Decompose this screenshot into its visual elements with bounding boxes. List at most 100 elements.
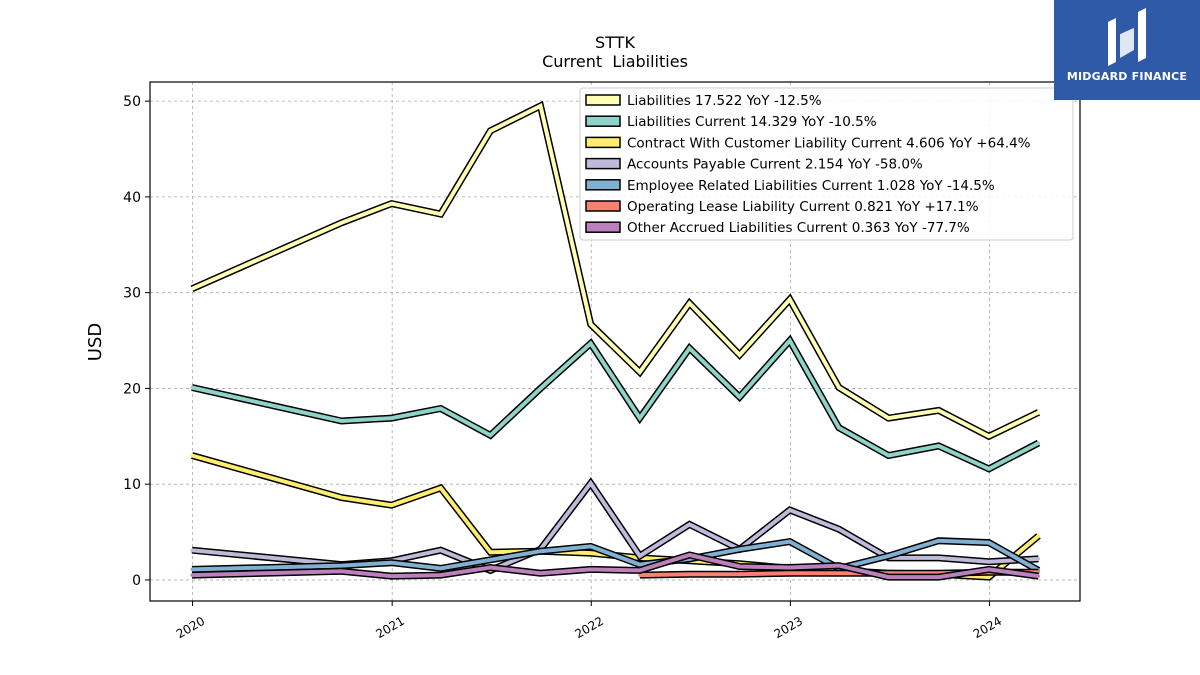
legend-label: Contract With Customer Liability Current… xyxy=(627,135,1031,151)
chart-title: STTK xyxy=(595,33,635,52)
y-axis-label: USD xyxy=(85,323,106,361)
data-point xyxy=(987,575,991,579)
data-point xyxy=(589,481,593,485)
data-point xyxy=(937,408,941,412)
legend-swatch xyxy=(585,94,621,106)
data-point xyxy=(538,549,543,553)
legend-label: Accounts Payable Current 2.154 YoY -58.0… xyxy=(627,157,923,173)
legend-label: Employee Related Liabilities Current 1.0… xyxy=(627,178,995,194)
data-point xyxy=(687,553,692,557)
data-point xyxy=(439,406,443,411)
legend: Liabilities 17.522 YoY -12.5% Liabilities… xyxy=(579,87,1074,241)
legend-label: Other Accrued Liabilities Current 0.363 … xyxy=(627,220,970,236)
data-point xyxy=(190,548,194,552)
data-point xyxy=(638,370,642,374)
data-point xyxy=(687,346,692,350)
data-point xyxy=(1036,534,1041,538)
data-point xyxy=(987,560,991,564)
legend-swatch xyxy=(585,115,621,127)
data-point xyxy=(638,554,642,558)
legend-swatch xyxy=(585,136,621,149)
data-point xyxy=(837,385,841,390)
data-point xyxy=(837,426,841,430)
data-point xyxy=(1036,410,1041,414)
y-tick-label: 0 xyxy=(132,573,141,589)
data-point xyxy=(638,563,642,567)
data-point xyxy=(390,561,394,565)
data-point xyxy=(589,567,593,572)
data-point xyxy=(987,434,991,438)
x-tick-label: 2022 xyxy=(573,614,606,641)
legend-swatch xyxy=(585,200,621,212)
series-stroke xyxy=(191,479,1039,573)
data-point xyxy=(339,221,344,225)
data-point xyxy=(190,453,194,458)
legend-swatch xyxy=(585,179,621,191)
data-point xyxy=(937,575,941,579)
data-point xyxy=(886,575,891,579)
series-line xyxy=(190,551,1041,581)
data-point xyxy=(488,565,492,570)
logo-mark-icon xyxy=(1108,8,1146,66)
data-point xyxy=(1036,574,1041,578)
data-point xyxy=(687,301,692,305)
x-tick-label: 2021 xyxy=(373,614,406,641)
data-point xyxy=(589,544,593,549)
data-point xyxy=(738,353,742,357)
data-point xyxy=(987,467,991,471)
data-point xyxy=(788,508,792,512)
data-point xyxy=(439,212,443,216)
data-point xyxy=(390,503,394,507)
legend-label: Operating Lease Liability Current 0.821 … xyxy=(627,199,979,215)
data-point xyxy=(488,433,492,437)
data-point xyxy=(488,550,492,554)
data-point xyxy=(837,571,841,575)
data-point xyxy=(1036,441,1041,445)
series-line xyxy=(190,334,1041,473)
data-point xyxy=(937,444,941,448)
data-point xyxy=(788,571,792,575)
logo-text: MIDGARD FINANCE xyxy=(1066,70,1188,83)
data-point xyxy=(687,522,692,527)
data-point xyxy=(886,416,891,420)
data-point xyxy=(738,564,742,569)
x-tick-label: 2024 xyxy=(971,614,1004,641)
data-point xyxy=(589,341,593,345)
data-point xyxy=(1036,557,1041,561)
legend-frame xyxy=(579,87,1074,241)
data-point xyxy=(190,385,194,390)
series-stroke xyxy=(191,102,1040,439)
data-point xyxy=(390,416,394,420)
data-point xyxy=(987,541,991,545)
legend-swatch xyxy=(585,157,621,170)
series-line xyxy=(190,100,1041,441)
data-point xyxy=(488,129,492,133)
data-point xyxy=(638,416,642,420)
data-point xyxy=(788,297,792,301)
data-point xyxy=(937,539,941,543)
data-point xyxy=(886,453,891,458)
data-point xyxy=(837,527,841,531)
legend-label: Liabilities 17.522 YoY -12.5% xyxy=(627,93,822,109)
data-point xyxy=(738,395,742,399)
data-point xyxy=(190,287,194,291)
data-point xyxy=(439,548,443,552)
series-stroke xyxy=(191,552,1039,580)
y-tick-label: 20 xyxy=(123,381,141,397)
data-point xyxy=(738,547,742,551)
data-point xyxy=(538,104,543,108)
data-point xyxy=(638,568,642,573)
data-point xyxy=(937,556,941,560)
data-point xyxy=(589,551,593,555)
data-point xyxy=(339,569,344,573)
data-point xyxy=(538,386,543,390)
data-point xyxy=(589,322,593,326)
data-point xyxy=(390,574,394,578)
data-point xyxy=(837,564,841,568)
data-point xyxy=(638,573,642,577)
data-point xyxy=(390,202,394,206)
data-point xyxy=(886,554,891,558)
data-point xyxy=(788,565,792,570)
y-tick-label: 40 xyxy=(123,190,141,206)
